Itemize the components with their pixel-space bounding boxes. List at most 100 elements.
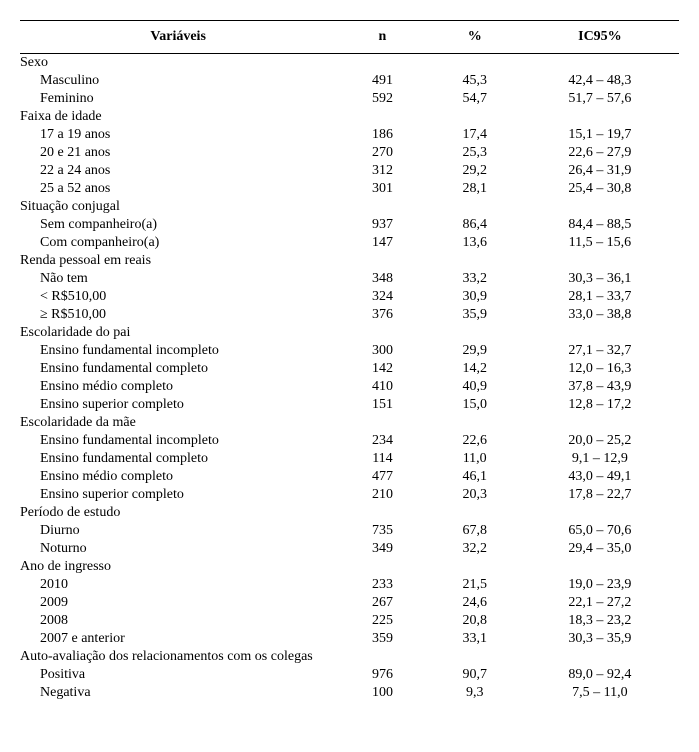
- cell-label: Ensino fundamental completo: [20, 450, 336, 468]
- cell-n: 210: [336, 486, 428, 504]
- cell-pct: 45,3: [429, 72, 521, 90]
- cell-pct: 17,4: [429, 126, 521, 144]
- cell-label: Diurno: [20, 522, 336, 540]
- cell-label: Ensino fundamental completo: [20, 360, 336, 378]
- cell-pct: 20,3: [429, 486, 521, 504]
- cell-pct: 46,1: [429, 468, 521, 486]
- cell-label: Negativa: [20, 684, 336, 702]
- table-row: Faixa de idade: [20, 108, 679, 126]
- table-row: 200926724,622,1 – 27,2: [20, 594, 679, 612]
- table-row: Masculino49145,342,4 – 48,3: [20, 72, 679, 90]
- cell-label: Escolaridade do pai: [20, 324, 336, 342]
- cell-label: 2009: [20, 594, 336, 612]
- cell-ic: 15,1 – 19,7: [521, 126, 679, 144]
- cell-label: Ensino médio completo: [20, 468, 336, 486]
- table-row: Ensino fundamental incompleto23422,620,0…: [20, 432, 679, 450]
- table-row: Ensino superior completo15115,012,8 – 17…: [20, 396, 679, 414]
- cell-n: 186: [336, 126, 428, 144]
- cell-ic: 51,7 – 57,6: [521, 90, 679, 108]
- table-row: 201023321,519,0 – 23,9: [20, 576, 679, 594]
- cell-ic: 11,5 – 15,6: [521, 234, 679, 252]
- cell-n: [336, 108, 428, 126]
- cell-n: 100: [336, 684, 428, 702]
- cell-n: 225: [336, 612, 428, 630]
- cell-label: 25 a 52 anos: [20, 180, 336, 198]
- table-row: Sem companheiro(a)93786,484,4 – 88,5: [20, 216, 679, 234]
- cell-n: 349: [336, 540, 428, 558]
- cell-n: [336, 648, 428, 666]
- table-row: Período de estudo: [20, 504, 679, 522]
- cell-pct: 40,9: [429, 378, 521, 396]
- cell-n: 937: [336, 216, 428, 234]
- cell-pct: 9,3: [429, 684, 521, 702]
- table-row: 20 e 21 anos27025,322,6 – 27,9: [20, 144, 679, 162]
- cell-n: [336, 198, 428, 216]
- cell-pct: 20,8: [429, 612, 521, 630]
- cell-label: Não tem: [20, 270, 336, 288]
- cell-label: Ensino fundamental incompleto: [20, 342, 336, 360]
- cell-ic: [521, 324, 679, 342]
- cell-label: Sem companheiro(a): [20, 216, 336, 234]
- cell-label: Com companheiro(a): [20, 234, 336, 252]
- cell-label: Positiva: [20, 666, 336, 684]
- table-row: Renda pessoal em reais: [20, 252, 679, 270]
- cell-label: 2007 e anterior: [20, 630, 336, 648]
- cell-ic: [521, 648, 679, 666]
- cell-n: 312: [336, 162, 428, 180]
- cell-ic: 28,1 – 33,7: [521, 288, 679, 306]
- cell-ic: [521, 54, 679, 73]
- cell-ic: [521, 198, 679, 216]
- table-header-row: Variáveis n % IC95%: [20, 21, 679, 54]
- cell-n: [336, 558, 428, 576]
- cell-pct: [429, 108, 521, 126]
- cell-ic: 65,0 – 70,6: [521, 522, 679, 540]
- cell-n: 410: [336, 378, 428, 396]
- cell-ic: [521, 414, 679, 432]
- cell-label: Noturno: [20, 540, 336, 558]
- cell-n: [336, 504, 428, 522]
- cell-pct: [429, 648, 521, 666]
- table-row: Ensino fundamental completo14214,212,0 –…: [20, 360, 679, 378]
- cell-pct: 28,1: [429, 180, 521, 198]
- cell-pct: 32,2: [429, 540, 521, 558]
- table-row: < R$510,0032430,928,1 – 33,7: [20, 288, 679, 306]
- cell-label: Ensino fundamental incompleto: [20, 432, 336, 450]
- cell-n: 301: [336, 180, 428, 198]
- table-row: Feminino59254,751,7 – 57,6: [20, 90, 679, 108]
- table-body: SexoMasculino49145,342,4 – 48,3Feminino5…: [20, 54, 679, 703]
- header-ic: IC95%: [521, 21, 679, 54]
- cell-ic: 33,0 – 38,8: [521, 306, 679, 324]
- cell-pct: 67,8: [429, 522, 521, 540]
- cell-label: Masculino: [20, 72, 336, 90]
- cell-label: Renda pessoal em reais: [20, 252, 336, 270]
- cell-label: < R$510,00: [20, 288, 336, 306]
- cell-n: 477: [336, 468, 428, 486]
- cell-ic: 89,0 – 92,4: [521, 666, 679, 684]
- cell-n: 114: [336, 450, 428, 468]
- cell-ic: [521, 108, 679, 126]
- table-row: ≥ R$510,0037635,933,0 – 38,8: [20, 306, 679, 324]
- table-row: 200822520,818,3 – 23,2: [20, 612, 679, 630]
- cell-label: 17 a 19 anos: [20, 126, 336, 144]
- cell-ic: 42,4 – 48,3: [521, 72, 679, 90]
- cell-pct: [429, 252, 521, 270]
- cell-pct: [429, 504, 521, 522]
- cell-ic: 9,1 – 12,9: [521, 450, 679, 468]
- cell-pct: 35,9: [429, 306, 521, 324]
- table-row: 22 a 24 anos31229,226,4 – 31,9: [20, 162, 679, 180]
- cell-n: 491: [336, 72, 428, 90]
- cell-pct: 54,7: [429, 90, 521, 108]
- header-variaveis: Variáveis: [20, 21, 336, 54]
- table-row: Ensino médio completo47746,143,0 – 49,1: [20, 468, 679, 486]
- table-row: Noturno34932,229,4 – 35,0: [20, 540, 679, 558]
- cell-label: 2008: [20, 612, 336, 630]
- table-row: 2007 e anterior35933,130,3 – 35,9: [20, 630, 679, 648]
- cell-ic: 43,0 – 49,1: [521, 468, 679, 486]
- cell-pct: [429, 54, 521, 73]
- table-row: Sexo: [20, 54, 679, 73]
- cell-n: 142: [336, 360, 428, 378]
- cell-pct: 30,9: [429, 288, 521, 306]
- cell-n: 151: [336, 396, 428, 414]
- cell-n: 976: [336, 666, 428, 684]
- cell-pct: 86,4: [429, 216, 521, 234]
